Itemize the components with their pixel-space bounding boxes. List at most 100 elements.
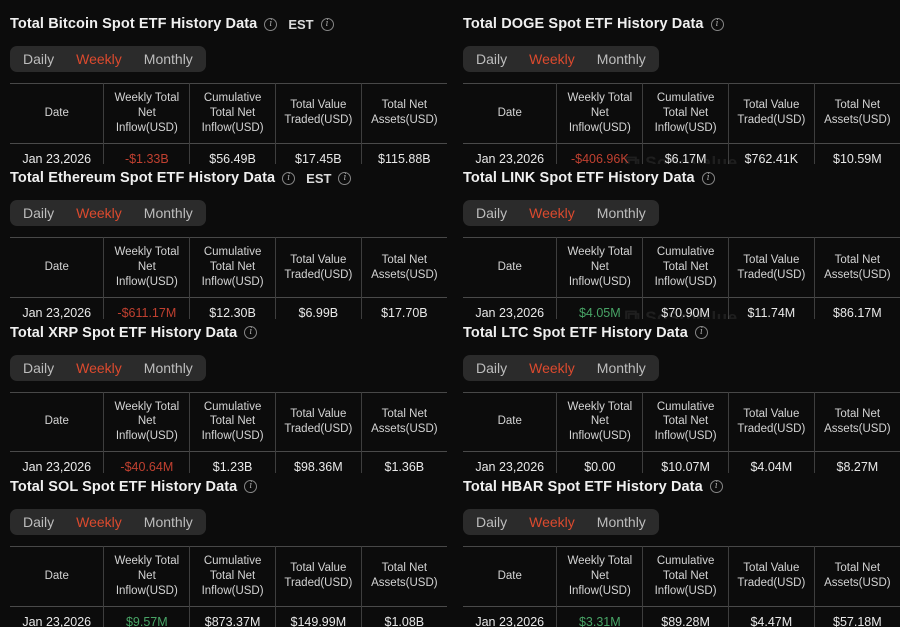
col-header-date: Date xyxy=(44,569,69,582)
info-icon[interactable]: i xyxy=(710,17,724,31)
section-title: Total LTC Spot ETF History Data xyxy=(463,324,688,341)
table-header-row: Date Weekly Total Net Inflow(USD) Cumula… xyxy=(463,392,900,452)
tab-daily[interactable]: Daily xyxy=(23,513,55,530)
tab-monthly[interactable]: Monthly xyxy=(596,359,646,376)
est-info-icon[interactable]: i xyxy=(338,171,352,185)
table-wrap: ⧉ SoSoValue Date Weekly Total Net Inflow… xyxy=(10,83,447,165)
cell-value-traded: $4.47M xyxy=(727,606,815,627)
table-row[interactable]: Jan 23,2026 -$611.17M $12.30B $6.99B $17… xyxy=(10,297,447,319)
tab-daily[interactable]: Daily xyxy=(476,51,508,67)
col-header-weekly-net-inflow: Weekly Total Net Inflow(USD) xyxy=(556,546,643,607)
col-header-weekly-net-inflow: Weekly Total Net Inflow(USD) xyxy=(103,546,190,607)
tab-weekly[interactable]: Weekly xyxy=(76,205,122,222)
tab-weekly[interactable]: Weekly xyxy=(76,359,122,376)
tab-weekly[interactable]: Weekly xyxy=(529,205,575,222)
tab-daily[interactable]: Daily xyxy=(476,513,508,530)
col-header-date: Date xyxy=(44,106,69,119)
etf-section: Total HBAR Spot ETF History Data i EST i… xyxy=(463,473,900,627)
tab-daily[interactable]: Daily xyxy=(476,205,508,222)
est-label: EST xyxy=(306,170,332,186)
tab-monthly[interactable]: Monthly xyxy=(596,205,646,222)
tab-monthly[interactable]: Monthly xyxy=(596,51,646,67)
cell-cumulative-net-inflow: $89.28M xyxy=(642,606,729,627)
period-tabs: Daily Weekly Monthly xyxy=(10,46,206,72)
etf-section: Total Ethereum Spot ETF History Data i E… xyxy=(10,164,447,319)
period-tabs: Daily Weekly Monthly xyxy=(10,508,206,535)
etf-section: Total DOGE Spot ETF History Data i EST i… xyxy=(463,10,900,165)
cell-value-traded: $4.04M xyxy=(727,451,815,473)
col-header-cumulative-net-inflow: Cumulative Total Net Inflow(USD) xyxy=(642,546,729,607)
tab-weekly[interactable]: Weekly xyxy=(76,51,122,67)
period-tabs: Daily Weekly Monthly xyxy=(463,354,659,381)
tab-weekly[interactable]: Weekly xyxy=(529,513,575,530)
section-header: Total Ethereum Spot ETF History Data i E… xyxy=(10,168,447,188)
table-header-row: Date Weekly Total Net Inflow(USD) Cumula… xyxy=(10,83,447,144)
cell-date: Jan 23,2026 xyxy=(10,143,104,165)
section-header: Total DOGE Spot ETF History Data i EST i xyxy=(463,14,900,34)
tab-weekly[interactable]: Weekly xyxy=(529,51,575,67)
table-row[interactable]: Jan 23,2026 -$1.33B $56.49B $17.45B $115… xyxy=(10,143,447,165)
period-tabs: Daily Weekly Monthly xyxy=(463,46,659,72)
table-row[interactable]: Jan 23,2026 -$40.64M $1.23B $98.36M $1.3… xyxy=(10,451,447,473)
section-title: Total HBAR Spot ETF History Data xyxy=(463,478,703,495)
tab-weekly[interactable]: Weekly xyxy=(529,359,575,376)
table-wrap: ⧉ SoSoValue Date Weekly Total Net Inflow… xyxy=(463,83,900,165)
est-label-wrap: EST i xyxy=(306,170,352,186)
tab-monthly[interactable]: Monthly xyxy=(143,51,193,67)
info-icon[interactable]: i xyxy=(282,171,296,185)
tab-weekly[interactable]: Weekly xyxy=(76,513,122,530)
cell-cumulative-net-inflow: $1.23B xyxy=(189,451,276,473)
etf-history-table: Date Weekly Total Net Inflow(USD) Cumula… xyxy=(10,237,447,319)
col-header-net-assets: Total Net Assets(USD) xyxy=(360,392,447,452)
table-row[interactable]: Jan 23,2026 $0.00 $10.07M $4.04M $8.27M xyxy=(463,451,900,473)
info-icon[interactable]: i xyxy=(244,480,258,494)
cell-date: Jan 23,2026 xyxy=(463,297,557,319)
section-header: Total Bitcoin Spot ETF History Data i ES… xyxy=(10,14,447,34)
cell-weekly-net-inflow: -$1.33B xyxy=(103,143,190,165)
col-header-cumulative-net-inflow: Cumulative Total Net Inflow(USD) xyxy=(642,83,729,144)
tab-daily[interactable]: Daily xyxy=(476,359,508,376)
col-header-value-traded: Total Value Traded(USD) xyxy=(274,546,362,607)
tab-monthly[interactable]: Monthly xyxy=(143,359,193,376)
tab-daily[interactable]: Daily xyxy=(23,205,55,222)
cell-date: Jan 23,2026 xyxy=(463,143,557,165)
period-tabs: Daily Weekly Monthly xyxy=(463,508,659,535)
table-wrap: ⧉ SoSoValue Date Weekly Total Net Inflow… xyxy=(10,546,447,627)
cell-net-assets: $57.18M xyxy=(813,606,900,627)
info-icon[interactable]: i xyxy=(264,17,278,31)
col-header-date: Date xyxy=(44,415,69,428)
table-row[interactable]: Jan 23,2026 $3.31M $89.28M $4.47M $57.18… xyxy=(463,606,900,627)
section-header: Total XRP Spot ETF History Data i EST i xyxy=(10,323,447,343)
tab-daily[interactable]: Daily xyxy=(23,359,55,376)
tab-monthly[interactable]: Monthly xyxy=(143,513,193,530)
table-wrap: ⧉ SoSoValue Date Weekly Total Net Inflow… xyxy=(10,237,447,319)
section-title: Total DOGE Spot ETF History Data xyxy=(463,16,704,32)
table-row[interactable]: Jan 23,2026 $4.05M $70.90M $11.74M $86.1… xyxy=(463,297,900,319)
col-header-value-traded: Total Value Traded(USD) xyxy=(727,546,815,607)
table-wrap: ⧉ SoSoValue Date Weekly Total Net Inflow… xyxy=(463,392,900,473)
table-header-row: Date Weekly Total Net Inflow(USD) Cumula… xyxy=(10,546,447,607)
info-icon[interactable]: i xyxy=(694,326,708,339)
est-info-icon[interactable]: i xyxy=(320,17,334,31)
col-header-weekly-net-inflow: Weekly Total Net Inflow(USD) xyxy=(103,237,190,298)
cell-value-traded: $6.99B xyxy=(274,297,362,319)
col-header-date: Date xyxy=(44,261,69,274)
table-row[interactable]: Jan 23,2026 -$406.96K $6.17M $762.41K $1… xyxy=(463,143,900,165)
est-label-wrap: EST i xyxy=(288,17,334,32)
etf-section: Total LTC Spot ETF History Data i EST i … xyxy=(463,319,900,473)
tab-monthly[interactable]: Monthly xyxy=(143,205,193,222)
col-header-value-traded: Total Value Traded(USD) xyxy=(727,392,815,452)
col-header-date: Date xyxy=(497,569,522,582)
section-header: Total LTC Spot ETF History Data i EST i xyxy=(463,323,900,343)
tab-daily[interactable]: Daily xyxy=(23,51,55,67)
tab-monthly[interactable]: Monthly xyxy=(596,513,646,530)
table-row[interactable]: Jan 23,2026 $9.57M $873.37M $149.99M $1.… xyxy=(10,606,447,627)
info-icon[interactable]: i xyxy=(244,326,258,339)
section-title: Total SOL Spot ETF History Data xyxy=(10,478,238,495)
info-icon[interactable]: i xyxy=(701,171,715,185)
info-icon[interactable]: i xyxy=(709,480,723,494)
cell-value-traded: $149.99M xyxy=(274,606,362,627)
section-header: Total LINK Spot ETF History Data i EST i xyxy=(463,168,900,188)
col-header-cumulative-net-inflow: Cumulative Total Net Inflow(USD) xyxy=(642,237,729,298)
